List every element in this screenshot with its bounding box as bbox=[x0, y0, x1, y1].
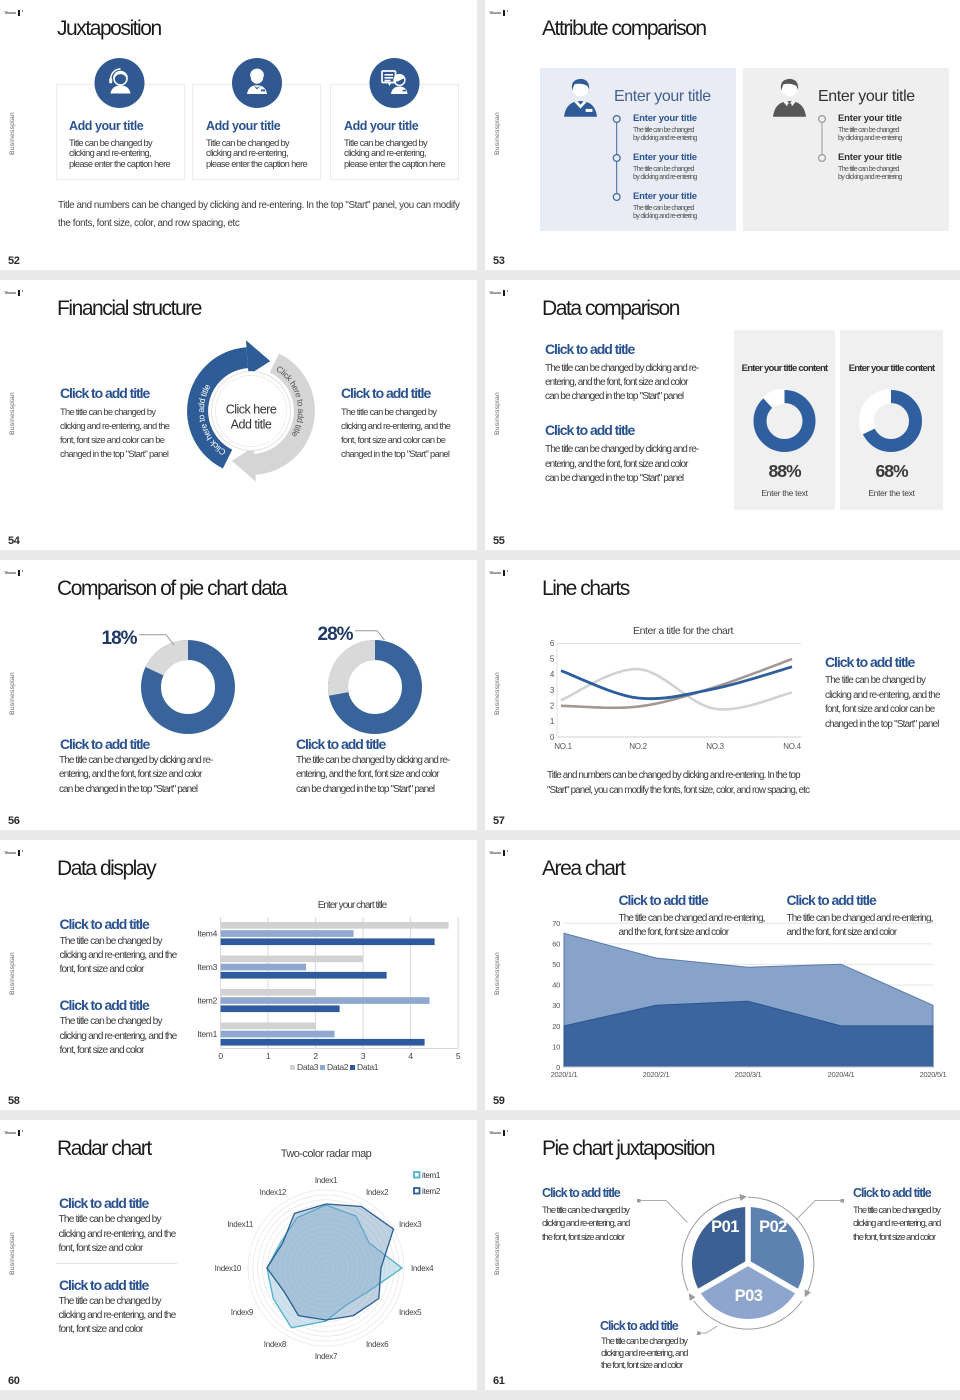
svg-text:20: 20 bbox=[552, 1022, 560, 1031]
svg-text:NO.3: NO.3 bbox=[706, 742, 724, 751]
svg-text:Data1: Data1 bbox=[357, 1062, 379, 1072]
svg-text:NO.1: NO.1 bbox=[554, 742, 572, 751]
svg-text:item1: item1 bbox=[422, 1171, 441, 1180]
svg-text:Data2: Data2 bbox=[327, 1062, 349, 1072]
svg-text:50: 50 bbox=[552, 960, 560, 969]
svg-text:2020/1/1: 2020/1/1 bbox=[551, 1070, 578, 1079]
svg-text:Index3: Index3 bbox=[399, 1220, 422, 1229]
svg-text:2: 2 bbox=[313, 1051, 318, 1061]
svg-text:Data3: Data3 bbox=[297, 1062, 319, 1072]
svg-text:0: 0 bbox=[550, 733, 555, 742]
svg-text:6: 6 bbox=[550, 639, 555, 648]
svg-text:2020/3/1: 2020/3/1 bbox=[735, 1070, 762, 1079]
svg-text:P01: P01 bbox=[711, 1218, 739, 1236]
svg-text:2020/5/1: 2020/5/1 bbox=[920, 1070, 947, 1079]
svg-text:70: 70 bbox=[552, 919, 560, 928]
svg-text:1: 1 bbox=[266, 1051, 271, 1061]
svg-text:Index8: Index8 bbox=[264, 1340, 287, 1349]
svg-text:Item3: Item3 bbox=[197, 962, 217, 972]
svg-text:4: 4 bbox=[550, 670, 555, 679]
svg-text:60: 60 bbox=[552, 940, 560, 949]
svg-text:P03: P03 bbox=[735, 1287, 763, 1305]
svg-text:5: 5 bbox=[456, 1051, 461, 1061]
svg-text:NO.2: NO.2 bbox=[629, 742, 647, 751]
svg-text:3: 3 bbox=[550, 686, 555, 695]
svg-text:5: 5 bbox=[550, 655, 555, 664]
svg-text:40: 40 bbox=[552, 981, 560, 990]
svg-text:Index5: Index5 bbox=[399, 1308, 422, 1317]
svg-text:30: 30 bbox=[552, 1001, 560, 1010]
svg-text:Item4: Item4 bbox=[197, 929, 217, 939]
svg-text:item2: item2 bbox=[422, 1187, 441, 1196]
svg-text:Index4: Index4 bbox=[411, 1264, 434, 1273]
svg-text:10: 10 bbox=[552, 1042, 560, 1051]
svg-text:0: 0 bbox=[556, 1063, 560, 1072]
svg-text:Index10: Index10 bbox=[215, 1264, 242, 1273]
svg-text:Index11: Index11 bbox=[227, 1220, 254, 1229]
svg-text:2: 2 bbox=[550, 702, 555, 711]
svg-text:P02: P02 bbox=[759, 1218, 787, 1236]
svg-text:Index12: Index12 bbox=[260, 1188, 287, 1197]
svg-text:Item2: Item2 bbox=[197, 996, 217, 1006]
svg-text:Index7: Index7 bbox=[315, 1352, 338, 1361]
svg-text:NO.4: NO.4 bbox=[783, 742, 801, 751]
svg-text:0: 0 bbox=[218, 1051, 223, 1061]
svg-text:2020/2/1: 2020/2/1 bbox=[643, 1070, 670, 1079]
svg-text:Index2: Index2 bbox=[366, 1188, 389, 1197]
svg-text:Add title: Add title bbox=[231, 418, 272, 432]
svg-text:Index9: Index9 bbox=[231, 1308, 254, 1317]
svg-text:1: 1 bbox=[550, 717, 555, 726]
svg-text:3: 3 bbox=[361, 1051, 366, 1061]
svg-text:Index1: Index1 bbox=[315, 1176, 338, 1185]
svg-text:4: 4 bbox=[408, 1051, 413, 1061]
svg-text:Item1: Item1 bbox=[197, 1029, 217, 1039]
svg-text:Click here: Click here bbox=[226, 403, 277, 417]
svg-text:2020/4/1: 2020/4/1 bbox=[828, 1070, 855, 1079]
svg-text:Index6: Index6 bbox=[366, 1340, 389, 1349]
